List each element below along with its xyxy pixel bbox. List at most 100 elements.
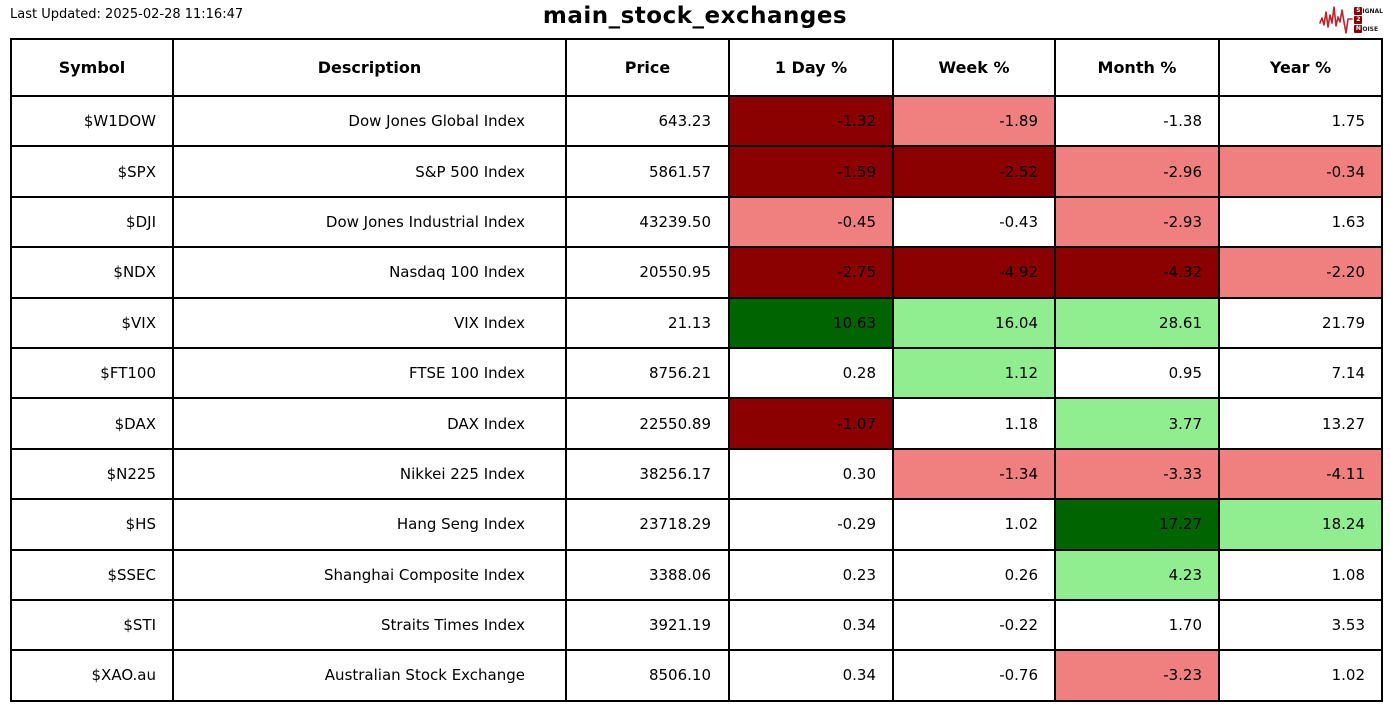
day-pct-cell: 10.63 xyxy=(728,296,894,349)
day-pct-cell: 0.30 xyxy=(728,447,894,501)
description-cell: Hang Seng Index xyxy=(172,498,567,551)
price-cell: 8506.10 xyxy=(565,649,730,702)
year-pct-cell: 13.27 xyxy=(1218,397,1383,450)
month-pct-cell: 1.70 xyxy=(1054,598,1220,652)
price-cell: 43239.50 xyxy=(565,195,730,249)
table-header: Symbol Description Price 1 Day % Week % Month… xyxy=(10,38,1383,97)
last-updated-text: Last Updated: 2025-02-28 11:16:47 xyxy=(10,7,244,22)
header-cell-symbol: Symbol xyxy=(10,38,174,97)
price-cell: 643.23 xyxy=(565,94,730,148)
symbol-cell: $NDX xyxy=(10,246,174,299)
month-pct-cell: -2.96 xyxy=(1054,145,1220,198)
year-pct-cell: 21.79 xyxy=(1218,296,1383,349)
year-pct-cell: 1.08 xyxy=(1218,548,1383,601)
week-pct-cell: -4.92 xyxy=(892,246,1056,299)
table-row: $SPX S&P 500 Index 5861.57 -1.59 -2.52 -2.96-… xyxy=(10,145,1383,198)
description-cell: S&P 500 Index xyxy=(172,145,567,198)
price-cell: 22550.89 xyxy=(565,397,730,450)
month-pct-cell: -2.93 xyxy=(1054,195,1220,249)
day-pct-cell: 0.23 xyxy=(728,548,894,601)
price-cell: 21.13 xyxy=(565,296,730,349)
logo-line-signal: S IGNAL xyxy=(1354,7,1383,15)
day-pct-cell: -1.32 xyxy=(728,94,894,148)
year-pct-cell: 1.75 xyxy=(1218,94,1383,148)
logo-line-2: 2 xyxy=(1354,16,1383,24)
symbol-cell: $SSEC xyxy=(10,548,174,601)
signal2noise-logo: S IGNAL 2 N OISE xyxy=(1319,2,1383,38)
month-pct-cell: -3.23 xyxy=(1054,649,1220,702)
week-pct-cell: 1.02 xyxy=(892,498,1056,551)
day-pct-cell: -0.45 xyxy=(728,195,894,249)
table-row: $DJI Dow Jones Industrial Index 43239.50 -0… xyxy=(10,195,1383,249)
page-title: main_stock_exchanges xyxy=(542,3,848,29)
header-row: Symbol Description Price 1 Day % Week % Month… xyxy=(10,38,1383,97)
table-row: $SSEC Shanghai Composite Index 3388.06 0.23… xyxy=(10,548,1383,601)
description-cell: Shanghai Composite Index xyxy=(172,548,567,601)
week-pct-cell: 0.26 xyxy=(892,548,1056,601)
week-pct-cell: 1.18 xyxy=(892,397,1056,450)
price-cell: 23718.29 xyxy=(565,498,730,551)
description-cell: Dow Jones Industrial Index xyxy=(172,195,567,249)
month-pct-cell: -4.32 xyxy=(1054,246,1220,299)
week-pct-cell: 16.04 xyxy=(892,296,1056,349)
month-pct-cell: 4.23 xyxy=(1054,548,1220,601)
month-pct-cell: -3.33 xyxy=(1054,447,1220,501)
symbol-cell: $N225 xyxy=(10,447,174,501)
table-row: $FT100 FTSE 100 Index 8756.21 0.28 1.12 0.95 7… xyxy=(10,346,1383,400)
header-cell-month: Month % xyxy=(1054,38,1220,97)
table-row: $DAX DAX Index 22550.89 -1.07 1.18 3.77 13.27 xyxy=(10,397,1383,450)
symbol-cell: $XAO.au xyxy=(10,649,174,702)
price-cell: 20550.95 xyxy=(565,246,730,299)
table-row: $VIX VIX Index 21.13 10.63 16.04 28.61 21.79 xyxy=(10,296,1383,349)
year-pct-cell: -4.11 xyxy=(1218,447,1383,501)
symbol-cell: $W1DOW xyxy=(10,94,174,148)
description-cell: VIX Index xyxy=(172,296,567,349)
day-pct-cell: -1.59 xyxy=(728,145,894,198)
symbol-cell: $HS xyxy=(10,498,174,551)
heartbeat-waveform-icon xyxy=(1319,2,1354,38)
symbol-cell: $STI xyxy=(10,598,174,652)
header-cell-year: Year % xyxy=(1218,38,1383,97)
month-pct-cell: -1.38 xyxy=(1054,94,1220,148)
week-pct-cell: -1.89 xyxy=(892,94,1056,148)
year-pct-cell: -2.20 xyxy=(1218,246,1383,299)
week-pct-cell: -0.76 xyxy=(892,649,1056,702)
price-cell: 3388.06 xyxy=(565,548,730,601)
day-pct-cell: -1.07 xyxy=(728,397,894,450)
symbol-cell: $DAX xyxy=(10,397,174,450)
description-cell: Nikkei 225 Index xyxy=(172,447,567,501)
symbol-cell: $SPX xyxy=(10,145,174,198)
logo-line-noise: N OISE xyxy=(1354,25,1379,33)
month-pct-cell: 17.27 xyxy=(1054,498,1220,551)
table-row: $W1DOW Dow Jones Global Index 643.23 -1.32-… xyxy=(10,94,1383,148)
year-pct-cell: 1.63 xyxy=(1218,195,1383,249)
table-row: $HS Hang Seng Index 23718.29 -0.29 1.02 17.27… xyxy=(10,498,1383,551)
description-cell: Straits Times Index xyxy=(172,598,567,652)
day-pct-cell: 0.34 xyxy=(728,649,894,702)
week-pct-cell: 1.12 xyxy=(892,346,1056,400)
week-pct-cell: -2.52 xyxy=(892,145,1056,198)
table-row: $STI Straits Times Index 3921.19 0.34 -0.22 1… xyxy=(10,598,1383,652)
logo-box-n: N xyxy=(1354,25,1363,33)
symbol-cell: $DJI xyxy=(10,195,174,249)
year-pct-cell: -0.34 xyxy=(1218,145,1383,198)
price-cell: 8756.21 xyxy=(565,346,730,400)
month-pct-cell: 0.95 xyxy=(1054,346,1220,400)
price-cell: 5861.57 xyxy=(565,145,730,198)
table-row: $NDX Nasdaq 100 Index 20550.95 -2.75 -4.92 -4… xyxy=(10,246,1383,299)
header-cell-week: Week % xyxy=(892,38,1056,97)
month-pct-cell: 3.77 xyxy=(1054,397,1220,450)
table-row: $N225 Nikkei 225 Index 38256.17 0.30 -1.34 -3… xyxy=(10,447,1383,501)
week-pct-cell: -0.43 xyxy=(892,195,1056,249)
stock-table: Symbol Description Price 1 Day % Week % Month… xyxy=(10,38,1383,702)
symbol-cell: $VIX xyxy=(10,296,174,349)
symbol-cell: $FT100 xyxy=(10,346,174,400)
logo-wordmark: S IGNAL 2 N OISE xyxy=(1354,7,1383,33)
week-pct-cell: -1.34 xyxy=(892,447,1056,501)
header-cell-day: 1 Day % xyxy=(728,38,894,97)
table-body: $W1DOW Dow Jones Global Index 643.23 -1.32-… xyxy=(10,94,1383,702)
year-pct-cell: 18.24 xyxy=(1218,498,1383,551)
description-cell: FTSE 100 Index xyxy=(172,346,567,400)
day-pct-cell: 0.34 xyxy=(728,598,894,652)
